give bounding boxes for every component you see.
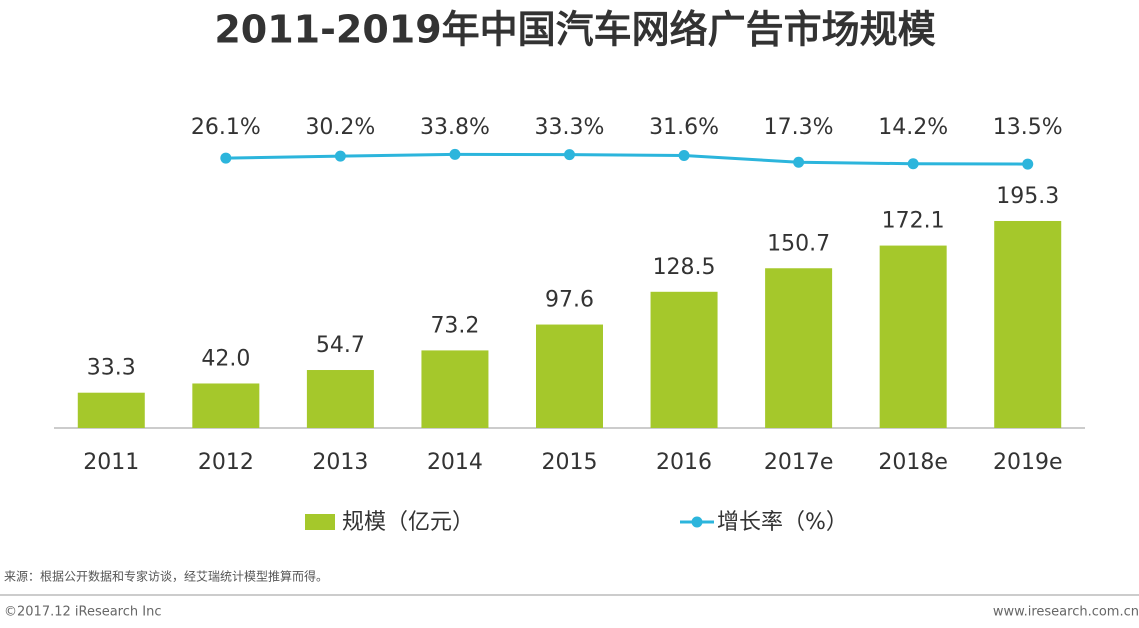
data-label: 172.1 [882, 209, 945, 234]
line-point [907, 158, 919, 170]
chart-title: 2011-2019年中国汽车网络广告市场规模 [214, 8, 935, 52]
line-point [564, 149, 575, 161]
bar [77, 392, 145, 428]
bar [650, 291, 718, 428]
x-tick-label: 2012 [198, 450, 254, 475]
line-point [334, 150, 346, 162]
data-label: 17.3% [764, 115, 834, 140]
source-note: 来源：根据公开数据和专家访谈，经艾瑞统计模型推算而得。 [4, 569, 328, 584]
line-point [1022, 158, 1034, 170]
bar [192, 383, 260, 428]
bar [765, 268, 833, 428]
x-tick-label: 2019e [993, 450, 1063, 475]
x-tick-label: 2011 [83, 450, 139, 475]
data-label: 128.5 [653, 255, 716, 280]
x-tick-label: 2018e [878, 450, 948, 475]
line-point [793, 156, 805, 168]
line-point [449, 148, 461, 160]
x-tick-label: 2017e [764, 450, 834, 475]
x-tick-label: 2014 [427, 450, 483, 475]
data-label: 30.2% [305, 115, 375, 140]
website: www.iresearch.com.cn [993, 605, 1139, 620]
line-point [220, 152, 232, 164]
copyright: ©2017.12 iResearch Inc [4, 605, 162, 620]
data-label: 31.6% [649, 115, 719, 140]
data-label: 42.0 [201, 346, 250, 371]
bar [879, 245, 947, 428]
legend-label: 增长率（%） [717, 510, 848, 535]
legend-label: 规模（亿元） [342, 510, 474, 535]
data-label: 195.3 [996, 184, 1059, 209]
bar [421, 350, 489, 428]
data-label: 54.7 [316, 333, 365, 358]
bar [536, 324, 603, 428]
data-label: 26.1% [191, 115, 261, 140]
bar [994, 220, 1062, 428]
data-label: 33.3 [87, 356, 136, 381]
legend-swatch [691, 516, 703, 528]
legend-swatch [305, 514, 335, 530]
data-label: 13.5% [993, 115, 1063, 140]
bar [306, 370, 374, 428]
x-tick-label: 2013 [312, 450, 368, 475]
data-label: 33.8% [420, 115, 490, 140]
line-point [678, 149, 690, 161]
data-label: 33.3% [535, 115, 605, 140]
data-label: 73.2 [430, 313, 479, 338]
data-label: 14.2% [878, 115, 948, 140]
x-tick-label: 2015 [542, 450, 598, 475]
data-label: 150.7 [767, 231, 830, 256]
x-tick-label: 2016 [656, 450, 712, 475]
data-label: 97.6 [545, 288, 594, 313]
line [225, 152, 1028, 166]
